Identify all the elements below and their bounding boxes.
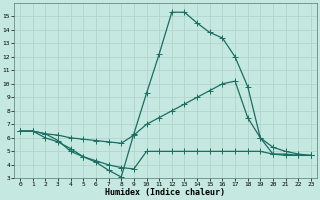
X-axis label: Humidex (Indice chaleur): Humidex (Indice chaleur) — [106, 188, 226, 197]
